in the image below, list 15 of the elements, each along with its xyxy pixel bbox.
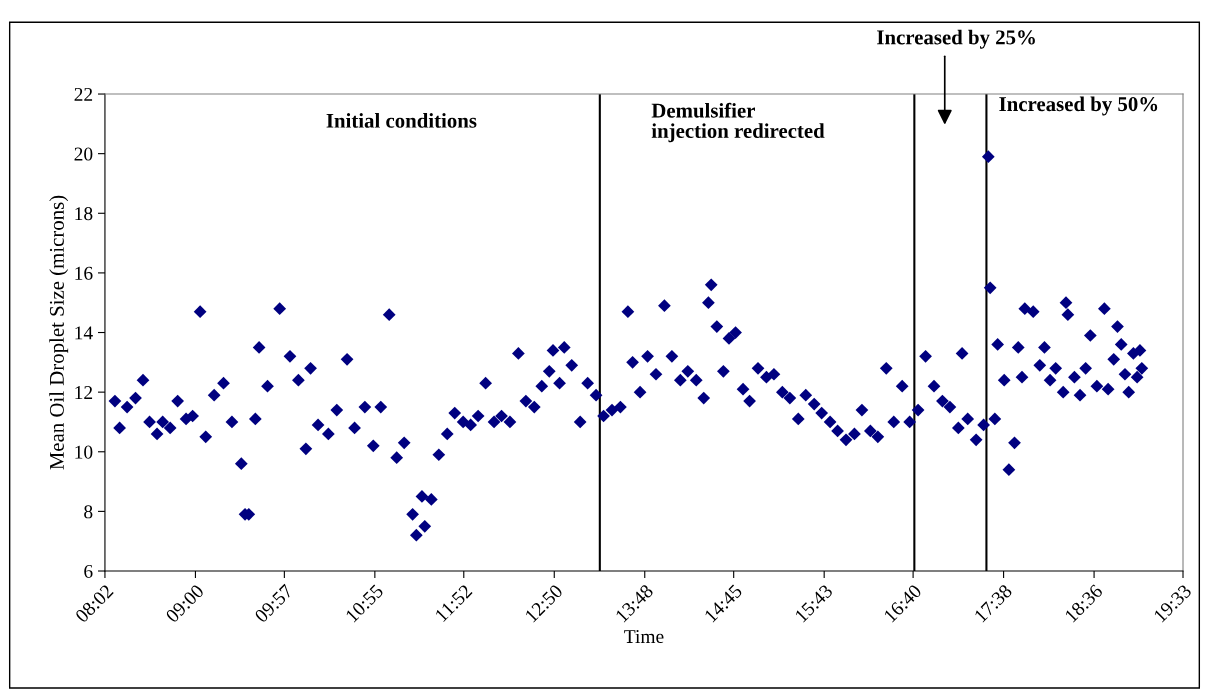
annotation: Initial conditions (326, 113, 477, 128)
y-tick-label: 20 (74, 147, 93, 161)
text: Increased by 25% (877, 29, 1035, 49)
x-axis-title: Time (624, 630, 664, 644)
y-tick-label: 6 (84, 564, 93, 578)
ref-line-label: Increased by 50% (999, 96, 1158, 116)
y-tick-label: 12 (75, 386, 93, 399)
y-tick-label: 18 (75, 207, 93, 221)
y-tick-label: 14 (75, 326, 93, 340)
y-tick-label: 22 (74, 87, 93, 101)
y-tick-label: 10 (75, 445, 93, 459)
y-tick-label: 16 (75, 266, 93, 280)
y-axis-title: Mean Oil Droplet Size (microns) (49, 195, 69, 470)
y-tick-label: 8 (84, 505, 93, 519)
ref-line-label: Demulsifier injection redirected (651, 102, 825, 143)
